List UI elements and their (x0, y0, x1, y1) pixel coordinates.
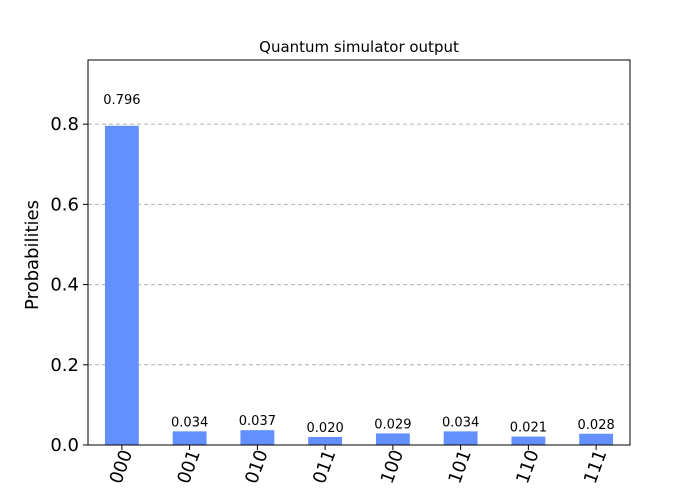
x-tick-label: 011 (309, 447, 340, 486)
bar (308, 436, 343, 445)
plot-frame (87, 59, 631, 446)
data-label: 0.020 (307, 421, 344, 436)
x-tick-label: 110 (512, 447, 543, 486)
y-tick-label: 0.4 (50, 275, 79, 296)
y-tick-label: 0.0 (50, 435, 79, 456)
x-tick-label: 100 (377, 447, 408, 486)
bar (104, 125, 139, 445)
y-axis-label: Probabilities (22, 200, 43, 310)
data-label: 0.029 (374, 417, 411, 432)
chart-title: Quantum simulator output (259, 38, 459, 56)
data-label: 0.034 (442, 415, 479, 430)
bar (511, 436, 546, 445)
y-tick-label: 0.6 (50, 194, 79, 215)
data-label: 0.796 (103, 93, 140, 108)
data-label: 0.037 (239, 414, 276, 429)
data-label: 0.034 (171, 415, 208, 430)
x-tick-label: 000 (106, 447, 137, 486)
x-tick-label: 001 (173, 447, 204, 486)
x-axis-ticks: 000 001 010 011 100 101 110 111 (106, 445, 611, 487)
bars-layer (104, 125, 614, 445)
x-tick-label: 010 (241, 447, 272, 486)
bar (375, 433, 410, 445)
grid-layer (88, 123, 630, 366)
bar (240, 430, 275, 445)
bar (172, 431, 207, 445)
bar (579, 433, 614, 445)
data-label: 0.028 (578, 418, 615, 433)
x-tick-label: 111 (580, 447, 611, 486)
y-tick-label: 0.2 (50, 355, 79, 376)
x-tick-label: 101 (444, 447, 475, 486)
y-axis-ticks: 0.0 0.2 0.4 0.6 0.8 (50, 114, 88, 456)
data-labels-layer: 0.796 0.034 0.037 0.020 0.029 0.034 0.021 0.028 (103, 93, 614, 436)
bar (443, 431, 478, 445)
y-tick-label: 0.8 (50, 114, 79, 135)
data-label: 0.021 (510, 421, 547, 436)
